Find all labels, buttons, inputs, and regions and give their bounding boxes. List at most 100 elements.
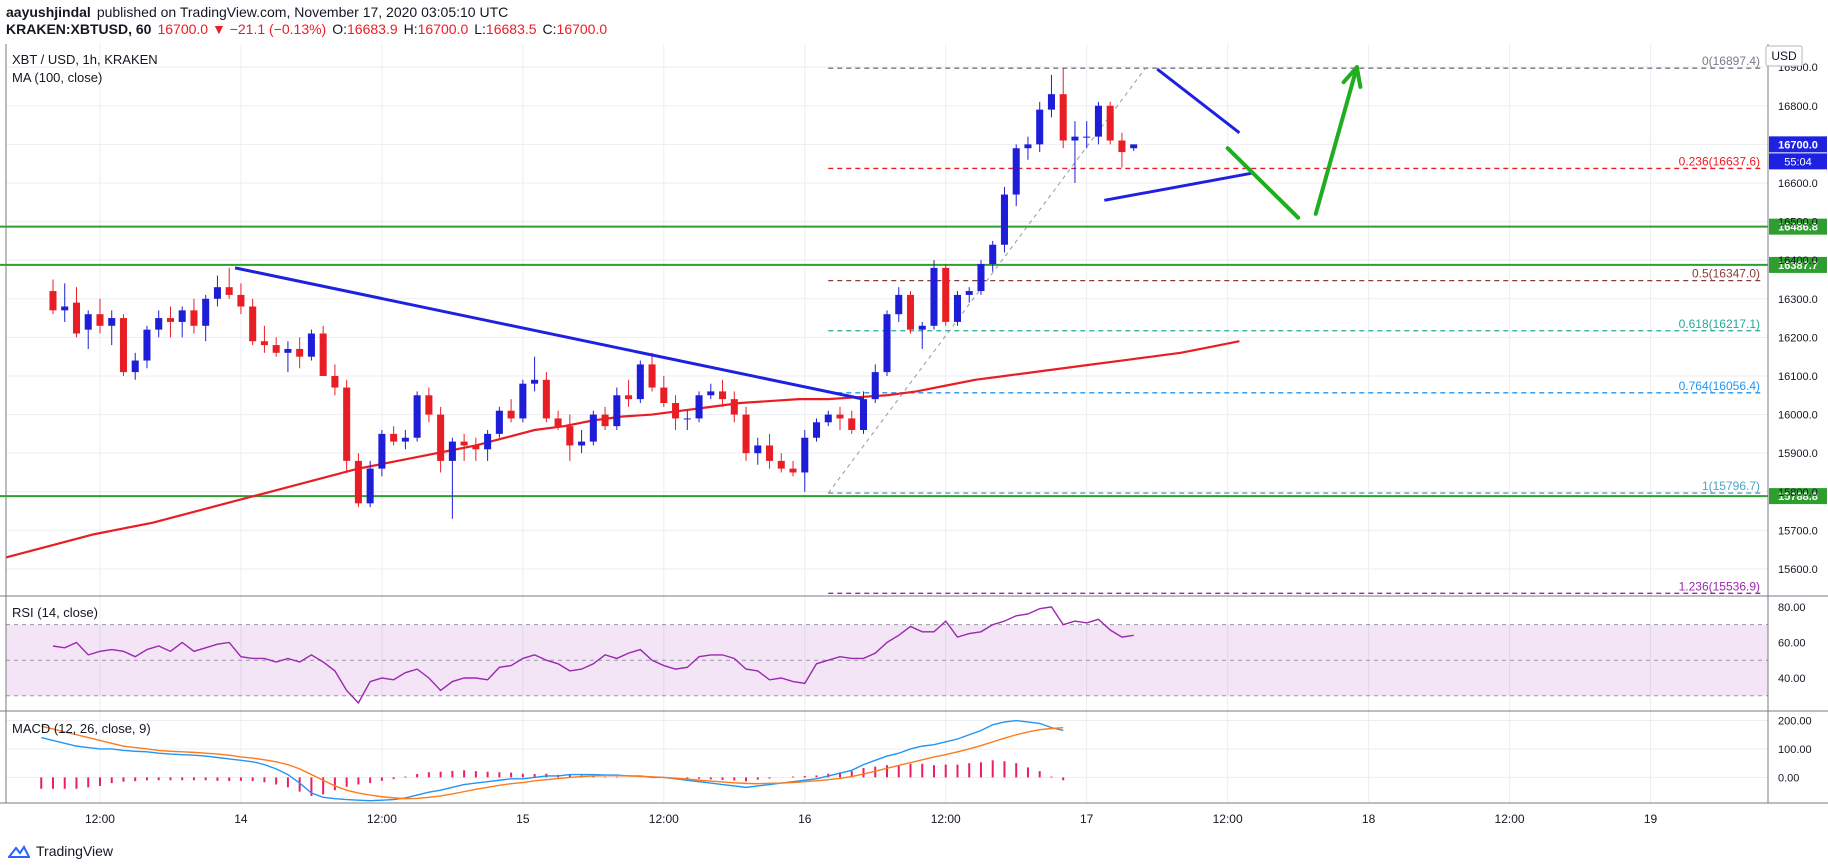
fib-level-label: 1.236(15536.9)	[1679, 579, 1760, 593]
close-value: 16700.0	[556, 21, 608, 37]
publish-info: published on TradingView.com, November 1…	[96, 4, 509, 20]
candle-body	[824, 414, 832, 423]
candle-body	[354, 460, 362, 504]
fib-level-label: 0.5(16347.0)	[1692, 267, 1760, 281]
time-tick-label: 12:00	[1213, 812, 1243, 826]
candle-body	[249, 306, 257, 342]
macd-tick-label: 100.00	[1778, 744, 1812, 756]
candle-body	[437, 414, 445, 461]
price-tick-label: 16800.0	[1778, 101, 1818, 113]
grid	[6, 44, 1768, 803]
author-name[interactable]: aayushjindal	[6, 4, 91, 20]
candle-body	[519, 383, 527, 419]
candle-body	[531, 379, 539, 384]
candle-body	[1059, 94, 1067, 141]
time-tick-label: 19	[1644, 812, 1658, 826]
candle-body	[84, 314, 92, 330]
close-label: C:	[542, 21, 557, 37]
candle-body	[202, 298, 210, 326]
candle-body	[601, 414, 609, 427]
candle-body	[754, 445, 762, 454]
fib-level-label: 0(16897.4)	[1702, 54, 1760, 68]
candle-body	[613, 395, 621, 427]
candle-body	[343, 387, 351, 461]
candle-body	[413, 395, 421, 438]
candle-body	[1118, 140, 1126, 153]
time-tick-label: 12:00	[367, 812, 397, 826]
candle-body	[730, 399, 738, 415]
legend-rsi: RSI (14, close)	[12, 605, 98, 620]
candle-body	[719, 391, 727, 400]
price-tick-label: 16300.0	[1778, 294, 1818, 306]
price-tick-label: 15800.0	[1778, 487, 1818, 499]
candle-body	[284, 348, 292, 353]
candle-body	[707, 391, 715, 396]
candle-body	[307, 333, 315, 357]
trendline	[1104, 171, 1252, 202]
candle-body	[1106, 105, 1114, 141]
candle-body	[918, 325, 926, 330]
forecast-arrowhead	[1341, 65, 1363, 89]
candle-body	[660, 387, 668, 403]
candle-body	[859, 399, 868, 431]
price-tick-label: 16500.0	[1778, 217, 1818, 229]
price-tick-label: 15600.0	[1778, 564, 1818, 576]
candle-body	[143, 329, 151, 361]
candle-body	[989, 244, 997, 265]
candle-body	[119, 318, 127, 373]
time-tick-label: 12:00	[931, 812, 961, 826]
tradingview-logo[interactable]: TradingView	[8, 843, 113, 859]
candle-body	[801, 437, 809, 473]
brand-name: TradingView	[36, 843, 114, 859]
candle-body	[1130, 144, 1138, 149]
currency-label: USD	[1771, 49, 1797, 63]
current-price-tag	[1769, 136, 1827, 153]
open-value: 16683.9	[347, 21, 398, 37]
candle-body	[695, 395, 703, 419]
rsi-tick-label: 40.00	[1778, 673, 1806, 685]
time-tick-label: 18	[1362, 812, 1376, 826]
candle-body	[1094, 105, 1102, 137]
candle-body	[225, 287, 233, 295]
candle-body	[72, 302, 81, 334]
price-tick-label: 16400.0	[1778, 255, 1818, 267]
candle-body	[977, 264, 985, 292]
countdown-label: 55:04	[1784, 156, 1812, 168]
legend-ma: MA (100, close)	[12, 70, 102, 85]
candle-body	[625, 395, 633, 400]
candle-body	[1000, 194, 1008, 245]
price-tick-label: 16100.0	[1778, 371, 1818, 383]
candle-body	[953, 294, 962, 322]
candle-body	[906, 294, 915, 330]
time-tick-label: 14	[234, 812, 248, 826]
axes: 12:00 14 12:00 15 12:00 16 12:00 17 12:00 18 12:00…	[0, 44, 1828, 826]
trendline	[234, 266, 864, 401]
rsi-line	[52, 606, 1134, 705]
price-tick-label: 15900.0	[1778, 448, 1818, 460]
candle-body	[1083, 136, 1091, 138]
low-value: 16683.5	[485, 21, 537, 37]
candle-body	[484, 433, 492, 450]
candle-body	[1071, 136, 1079, 141]
candle-body	[766, 445, 774, 461]
rsi-tick-label: 60.00	[1778, 637, 1806, 649]
currency-badge[interactable]	[1765, 45, 1803, 67]
candle-body	[789, 468, 797, 473]
fib-level-label: 0.618(16217.1)	[1679, 317, 1760, 331]
candle-body	[942, 267, 950, 322]
candle-body	[401, 437, 409, 442]
candle-body	[507, 410, 515, 419]
candle-body	[542, 379, 550, 419]
candle-body	[895, 294, 903, 315]
candle-body	[61, 306, 69, 311]
candle-body	[578, 441, 586, 446]
level-price-tag	[1769, 256, 1827, 273]
fib-level-label: 0.236(16637.6)	[1679, 154, 1760, 168]
candle-body	[1024, 144, 1032, 149]
candle-body	[237, 294, 245, 307]
candle-body	[554, 418, 562, 427]
macd-signal-line	[41, 725, 1064, 800]
candle-body	[131, 360, 139, 373]
candle-body	[777, 460, 785, 469]
